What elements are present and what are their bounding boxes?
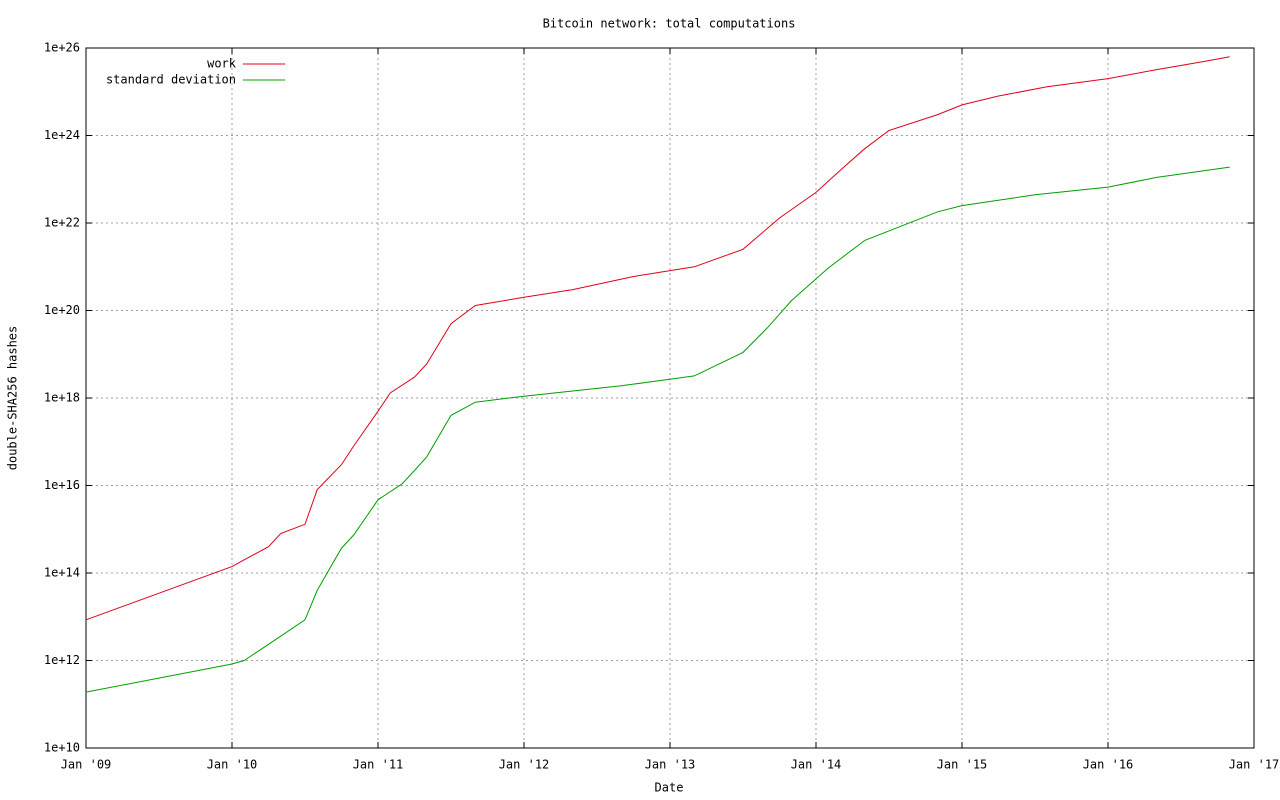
x-tick-label: Jan '13 xyxy=(645,758,696,772)
x-tick-label: Jan '16 xyxy=(1083,758,1134,772)
x-tick-label: Jan '10 xyxy=(207,758,258,772)
y-tick-label: 1e+20 xyxy=(44,303,80,317)
y-tick-label: 1e+26 xyxy=(44,41,80,55)
legend-label: standard deviation xyxy=(106,73,236,87)
y-tick-label: 1e+12 xyxy=(44,653,80,667)
y-tick-label: 1e+10 xyxy=(44,741,80,755)
y-tick-label: 1e+22 xyxy=(44,216,80,230)
y-tick-label: 1e+24 xyxy=(44,128,80,142)
x-tick-label: Jan '17 xyxy=(1229,758,1280,772)
x-tick-label: Jan '11 xyxy=(353,758,404,772)
y-tick-label: 1e+14 xyxy=(44,566,80,580)
y-tick-label: 1e+16 xyxy=(44,478,80,492)
x-tick-label: Jan '12 xyxy=(499,758,550,772)
legend-label: work xyxy=(207,57,237,71)
x-tick-label: Jan '09 xyxy=(61,758,112,772)
series-line xyxy=(85,166,1230,693)
x-axis-label: Date xyxy=(655,781,684,795)
plot-frame xyxy=(85,47,1255,749)
chart-title: Bitcoin network: total computations xyxy=(543,17,796,31)
x-tick-label: Jan '15 xyxy=(937,758,988,772)
x-tick-label: Jan '14 xyxy=(791,758,842,772)
series-line xyxy=(85,56,1230,621)
y-tick-label: 1e+18 xyxy=(44,391,80,405)
y-axis-label: double-SHA256 hashes xyxy=(6,326,20,471)
